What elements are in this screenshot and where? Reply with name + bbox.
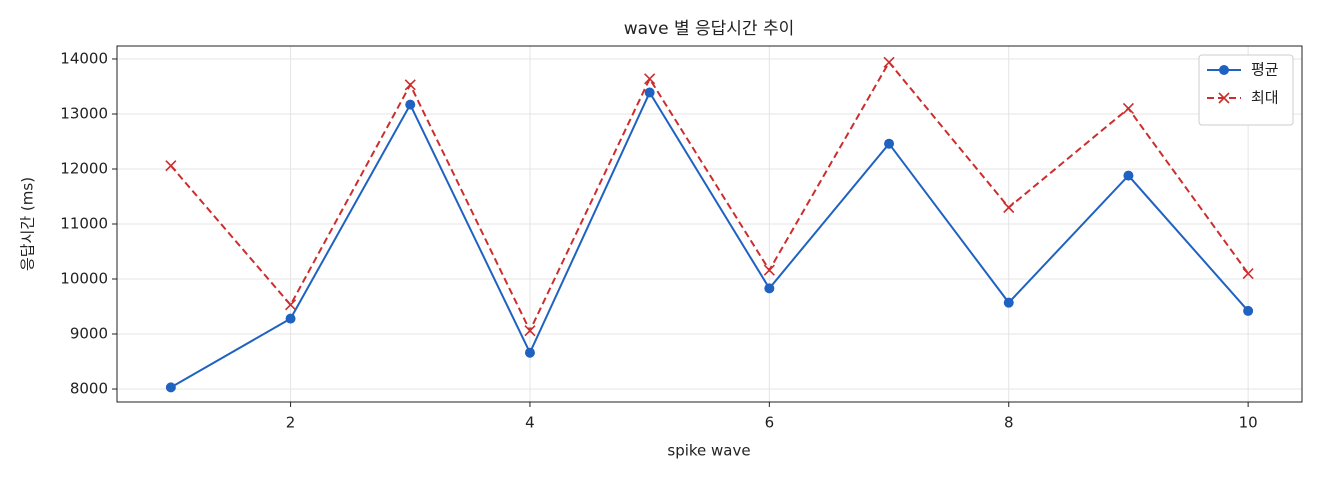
point — [1122, 102, 1135, 115]
y-tick-label: 12000 — [60, 159, 108, 177]
point — [165, 160, 177, 172]
point — [405, 99, 416, 110]
y-tick-label: 10000 — [60, 270, 108, 288]
x-tick-label: 8 — [1004, 414, 1014, 432]
point — [884, 138, 895, 149]
point — [284, 299, 297, 311]
point — [524, 347, 535, 358]
x-axis-label: spike wave — [667, 442, 750, 460]
point — [764, 283, 775, 294]
point — [1218, 92, 1230, 104]
y-axis-label: 응답시간 (ms) — [19, 177, 37, 271]
point — [1219, 65, 1229, 75]
x-tick-label: 10 — [1239, 414, 1258, 432]
point — [644, 87, 655, 98]
point — [1243, 305, 1254, 316]
x-tick-label: 4 — [525, 414, 535, 432]
x-tick-label: 2 — [286, 414, 296, 432]
legend-box — [1198, 54, 1294, 126]
point — [763, 264, 775, 276]
point — [285, 313, 296, 324]
y-tick-label: 11000 — [60, 215, 108, 233]
y-tick-label: 8000 — [70, 380, 108, 398]
legend-label: 평균 — [1251, 61, 1279, 79]
point — [1003, 297, 1014, 308]
point — [1003, 201, 1015, 214]
point — [644, 73, 656, 85]
point — [165, 382, 176, 393]
x-tick-label: 6 — [765, 414, 775, 432]
point — [883, 56, 895, 68]
chart-title: wave 별 응답시간 추이 — [624, 19, 795, 39]
y-tick-label: 14000 — [60, 49, 108, 67]
plot-area — [165, 56, 1254, 393]
series-line — [170, 90, 1249, 389]
point — [404, 79, 416, 91]
y-tick-label: 13000 — [60, 104, 108, 122]
series-line — [170, 60, 1249, 334]
point — [1123, 170, 1134, 181]
legend-label: 최대 — [1251, 89, 1279, 107]
point — [524, 325, 536, 337]
y-tick-label: 9000 — [70, 325, 108, 343]
point — [1242, 267, 1254, 280]
